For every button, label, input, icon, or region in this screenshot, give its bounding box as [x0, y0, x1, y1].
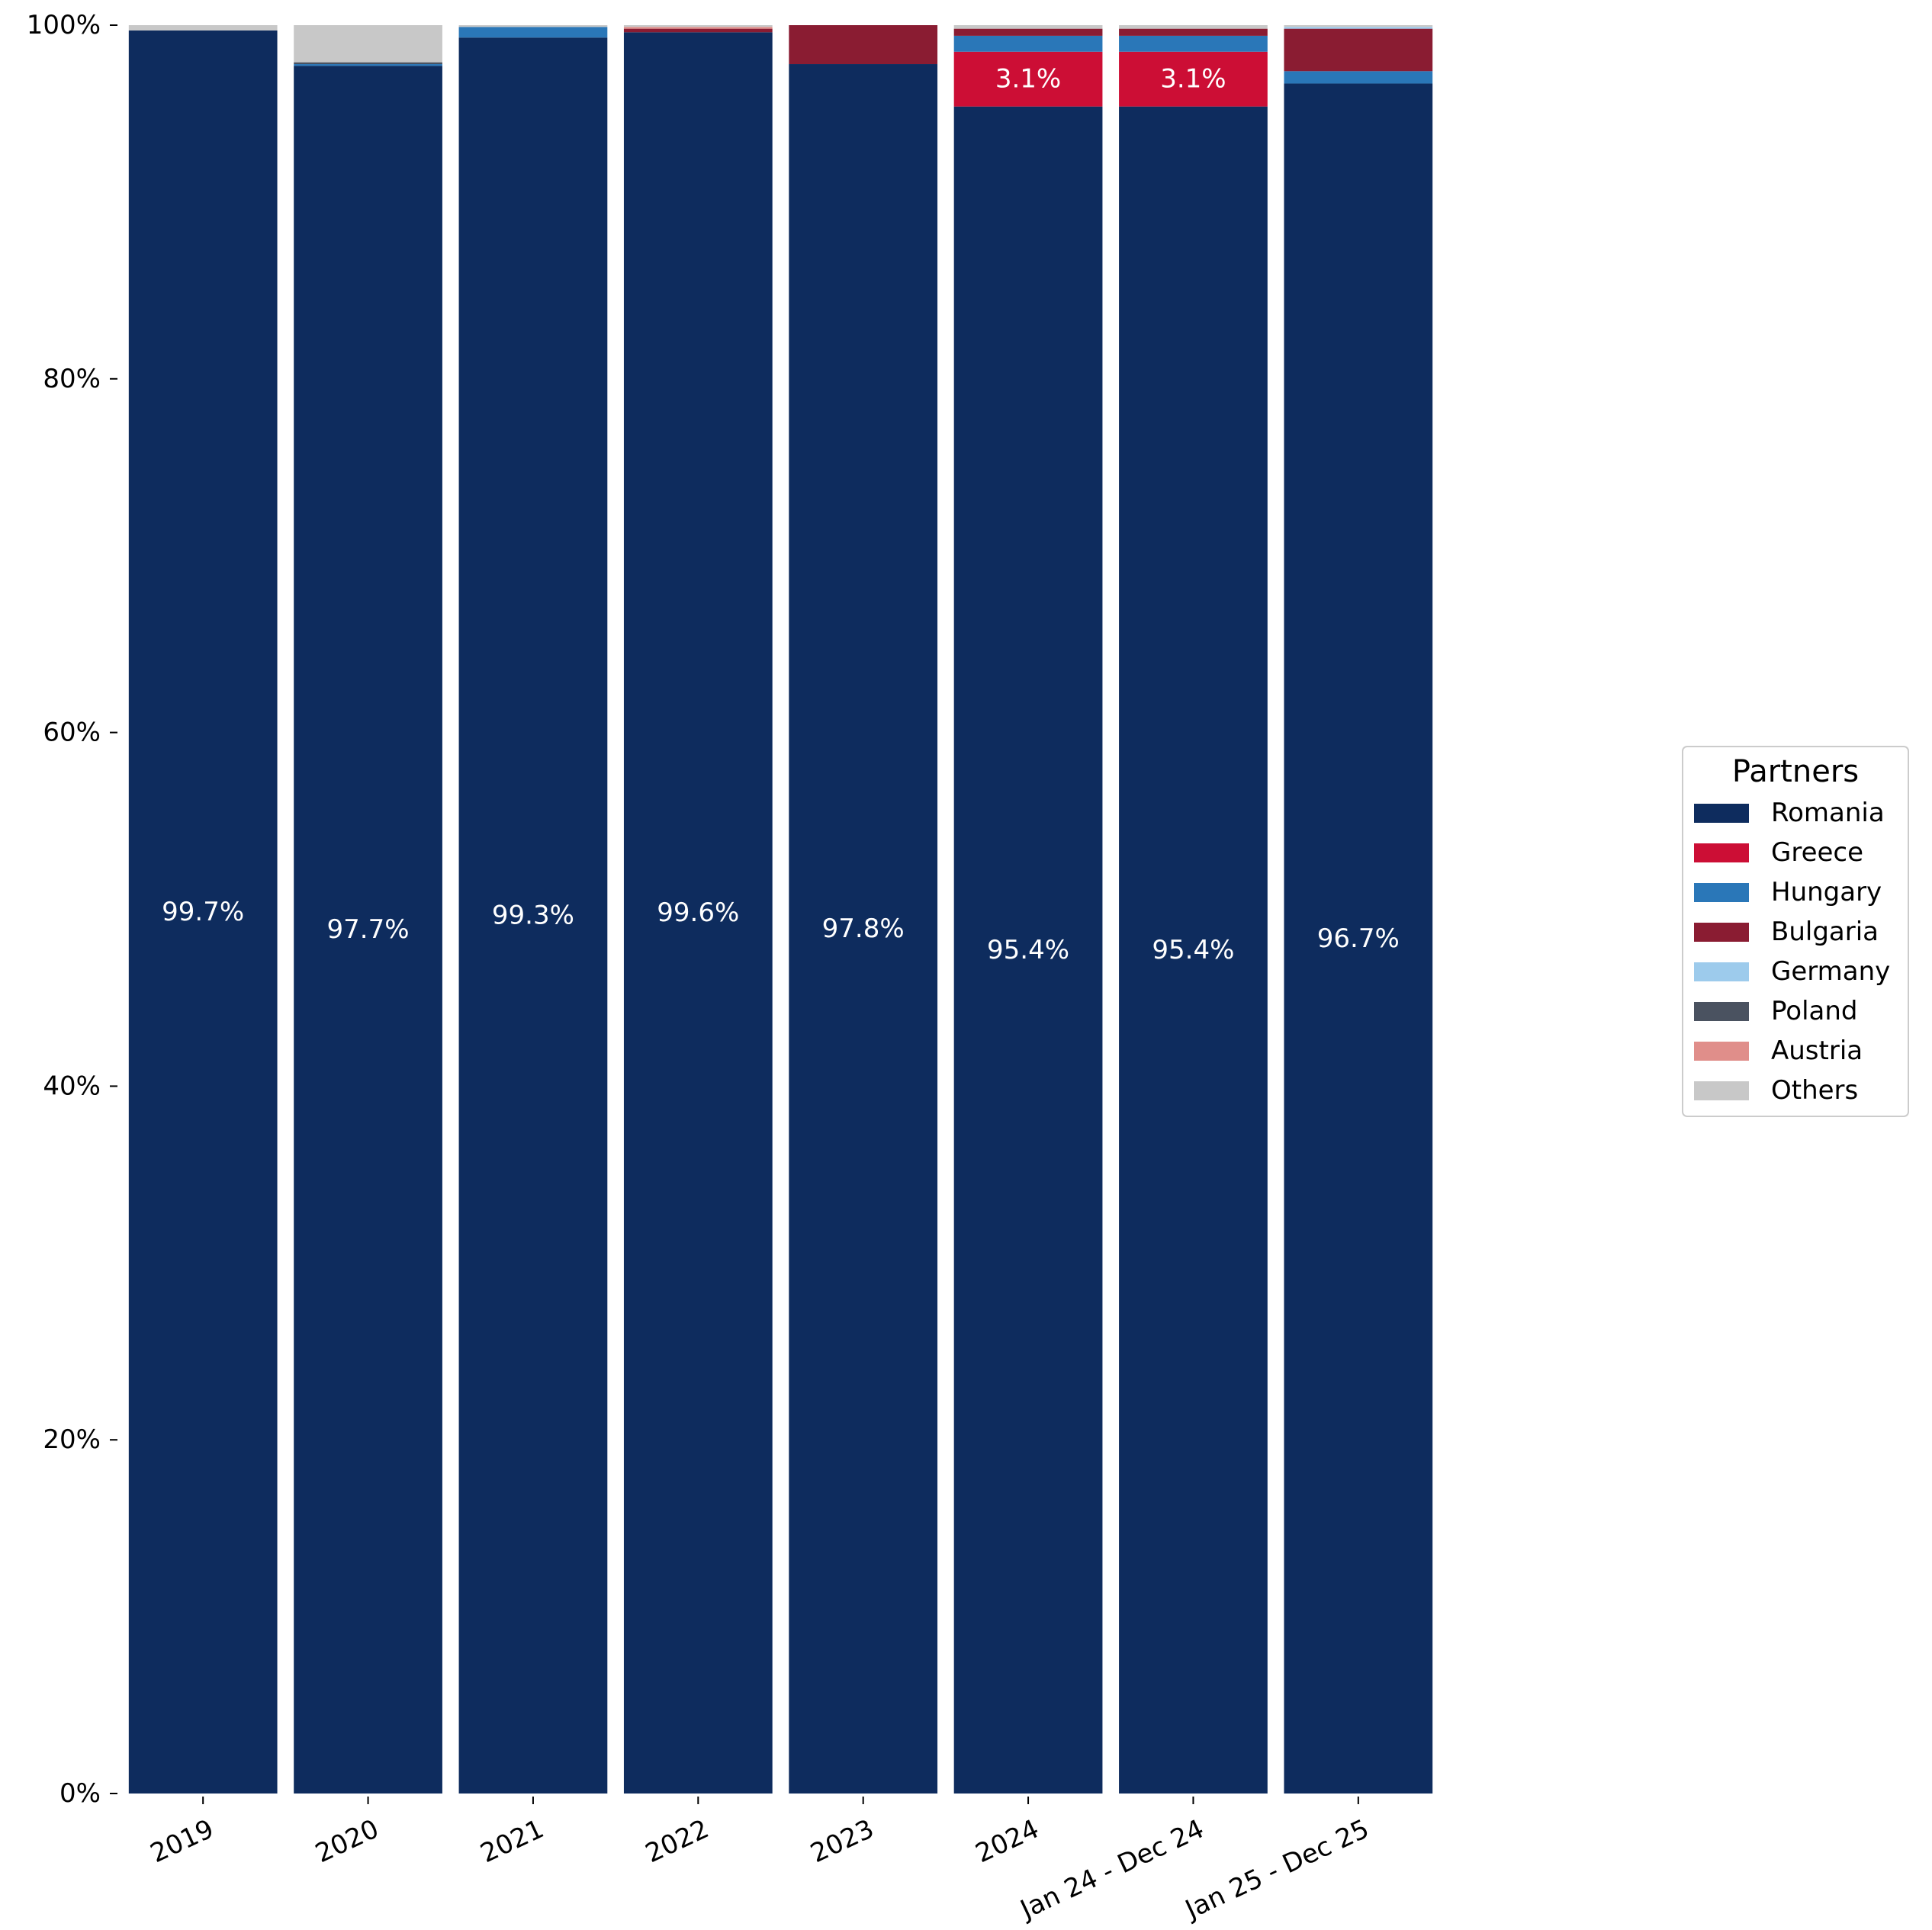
x-tick-label-5: 2024	[971, 1813, 1043, 1869]
legend-label-germany: Germany	[1771, 956, 1890, 987]
data-label-8: 3.1%	[1160, 64, 1226, 95]
legend-item-greece[interactable]: Greece	[1694, 837, 1863, 868]
bar-segment-bulgaria-6[interactable]	[1119, 28, 1268, 36]
bar-segment-hungary-7[interactable]	[1284, 71, 1433, 84]
data-label-3: 99.6%	[657, 898, 739, 928]
legend-swatch-others	[1694, 1081, 1749, 1100]
legend-box	[1682, 746, 1909, 1117]
bar-segment-hungary-5[interactable]	[953, 35, 1103, 52]
legend-label-austria: Austria	[1771, 1036, 1863, 1066]
legend-swatch-germany	[1694, 962, 1749, 981]
bar-segment-bulgaria-7[interactable]	[1284, 28, 1433, 72]
y-tick-label-2: 40%	[43, 1071, 101, 1101]
bar-segment-greece-5[interactable]	[953, 51, 1103, 107]
legend-label-bulgaria: Bulgaria	[1771, 917, 1879, 947]
bar-segment-hungary-6[interactable]	[1119, 35, 1268, 52]
data-label-6: 3.1%	[995, 64, 1061, 95]
bar-segment-poland-1[interactable]	[294, 62, 442, 65]
legend-swatch-austria	[1694, 1042, 1749, 1061]
legend-label-romania: Romania	[1771, 798, 1885, 828]
legend-swatch-greece	[1694, 843, 1749, 862]
bar-segment-romania-7[interactable]	[1284, 83, 1433, 1794]
legend-label-poland: Poland	[1771, 996, 1858, 1026]
legend-item-bulgaria[interactable]: Bulgaria	[1694, 917, 1879, 947]
bar-segment-bulgaria-4[interactable]	[789, 25, 938, 65]
y-tick-label-0: 0%	[59, 1778, 101, 1809]
legend-swatch-hungary	[1694, 883, 1749, 902]
bar-segment-bulgaria-3[interactable]	[623, 28, 773, 33]
data-label-5: 95.4%	[987, 935, 1069, 965]
x-tick-label-1: 2020	[311, 1813, 384, 1869]
x-tick-label-4: 2023	[806, 1813, 879, 1869]
legend-swatch-bulgaria	[1694, 923, 1749, 942]
legend-label-hungary: Hungary	[1771, 877, 1882, 907]
bar-segment-others-0[interactable]	[128, 25, 278, 31]
legend-item-austria[interactable]: Austria	[1694, 1036, 1863, 1066]
bar-segment-greece-6[interactable]	[1119, 51, 1268, 107]
data-labels-layer: 99.7% 97.7% 99.3% 99.6% 97.8% 95.4% 3.1% 95.4% 3…	[162, 64, 1400, 965]
bar-segment-romania-0[interactable]	[128, 30, 278, 1794]
legend[interactable]: Partners Romania Greece Hungary Bulgaria Germ…	[1682, 746, 1909, 1117]
bar-segment-others-1[interactable]	[294, 25, 442, 63]
bar-segment-romania-2[interactable]	[458, 37, 608, 1794]
bar-segment-bulgaria-5[interactable]	[953, 28, 1103, 36]
legend-title: Partners	[1732, 754, 1859, 789]
bar-segment-hungary-2[interactable]	[458, 27, 608, 38]
bar-segment-romania-3[interactable]	[623, 32, 773, 1794]
bar-segment-others-7[interactable]	[1284, 25, 1433, 27]
x-tick-label-7: Jan 25 - Dec 25	[1180, 1813, 1374, 1925]
bar-segment-romania-1[interactable]	[294, 66, 442, 1794]
bar-segment-others-3[interactable]	[623, 25, 773, 27]
bar-segment-austria-3[interactable]	[623, 27, 773, 29]
y-tick-label-5: 100%	[27, 10, 101, 40]
bar-segment-germany-7[interactable]	[1284, 27, 1433, 29]
data-label-9: 96.7%	[1317, 923, 1400, 954]
bar-segment-others-6[interactable]	[1119, 25, 1268, 29]
legend-swatch-romania	[1694, 804, 1749, 823]
data-label-0: 99.7%	[162, 897, 244, 927]
y-tick-label-1: 20%	[43, 1424, 101, 1455]
legend-item-hungary[interactable]: Hungary	[1694, 877, 1882, 907]
bar-segment-romania-6[interactable]	[1119, 106, 1268, 1794]
bars-layer	[128, 25, 1433, 1794]
data-label-2: 99.3%	[492, 901, 574, 931]
x-tick-label-0: 2019	[146, 1813, 218, 1869]
legend-swatch-poland	[1694, 1002, 1749, 1021]
data-label-4: 97.8%	[822, 914, 905, 944]
data-label-1: 97.7%	[327, 914, 410, 945]
data-label-7: 95.4%	[1152, 935, 1234, 965]
bar-segment-romania-4[interactable]	[789, 64, 938, 1794]
y-axis: 0% 20% 40% 60% 80% 100%	[27, 10, 117, 1809]
y-tick-label-4: 80%	[43, 364, 101, 394]
x-tick-label-3: 2022	[641, 1813, 713, 1869]
x-tick-label-6: Jan 24 - Dec 24	[1014, 1813, 1209, 1925]
y-tick-label-3: 60%	[43, 718, 101, 748]
legend-item-germany[interactable]: Germany	[1694, 956, 1890, 987]
bar-segment-others-2[interactable]	[458, 25, 608, 27]
legend-item-romania[interactable]: Romania	[1694, 798, 1885, 828]
legend-item-poland[interactable]: Poland	[1694, 996, 1858, 1026]
x-tick-label-2: 2021	[476, 1813, 548, 1869]
legend-label-others: Others	[1771, 1075, 1858, 1106]
bar-segment-hungary-1[interactable]	[294, 64, 442, 66]
bar-segment-romania-5[interactable]	[953, 106, 1103, 1794]
legend-item-others[interactable]: Others	[1694, 1075, 1858, 1106]
legend-label-greece: Greece	[1771, 837, 1863, 868]
bar-segment-others-5[interactable]	[953, 25, 1103, 29]
